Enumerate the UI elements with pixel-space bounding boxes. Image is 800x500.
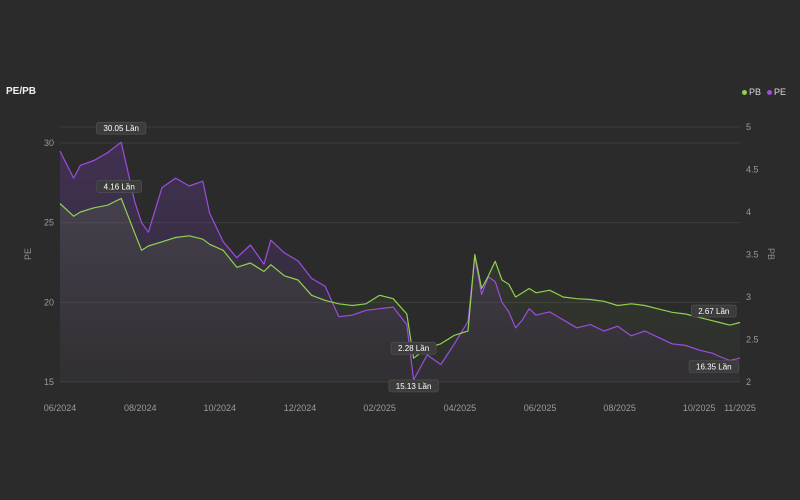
left-tick-label: 30 bbox=[44, 138, 54, 148]
legend-item-pb[interactable]: PB bbox=[741, 87, 761, 97]
x-tick-label: 10/2025 bbox=[683, 403, 716, 413]
right-tick-label: 4 bbox=[746, 207, 751, 217]
right-tick-label: 3 bbox=[746, 292, 751, 302]
legend-label-pb: PB bbox=[748, 87, 761, 97]
x-tick-label: 02/2025 bbox=[363, 403, 396, 413]
left-axis-title: PE bbox=[23, 248, 33, 260]
right-axis-title: PB bbox=[766, 248, 776, 260]
x-tick-label: 08/2024 bbox=[124, 403, 157, 413]
annotation-label: 4.16 Lần bbox=[104, 182, 135, 191]
tick-layer: 15 20 25 30 2 2.5 3 3.5 4 4.5 5 06/2024 08/2024 10/20… bbox=[44, 122, 759, 413]
right-tick-label: 2.5 bbox=[746, 335, 759, 345]
legend-item-pe[interactable]: PE bbox=[766, 87, 786, 97]
area-pb bbox=[60, 198, 740, 382]
left-tick-label: 15 bbox=[44, 377, 54, 387]
right-tick-label: 2 bbox=[746, 377, 751, 387]
annotation-label: 30.05 Lần bbox=[103, 124, 139, 133]
x-tick-label: 11/2025 bbox=[724, 403, 756, 413]
x-tick-label: 06/2024 bbox=[44, 403, 77, 413]
x-tick-label: 06/2025 bbox=[524, 403, 557, 413]
annotation-label: 2.67 Lần bbox=[698, 307, 729, 316]
legend-dot-pe bbox=[766, 89, 772, 95]
x-tick-label: 04/2025 bbox=[444, 403, 477, 413]
legend-label-pe: PE bbox=[773, 87, 786, 97]
right-tick-label: 5 bbox=[746, 122, 751, 132]
annotation-layer: 30.05 Lần 4.16 Lần 2.28 Lần 15.13 Lần 2.67 L… bbox=[96, 121, 739, 393]
right-tick-label: 3.5 bbox=[746, 250, 759, 260]
annotation-label: 15.13 Lần bbox=[396, 382, 432, 391]
left-tick-label: 20 bbox=[44, 297, 54, 307]
line-pe bbox=[59, 141, 741, 381]
left-tick-label: 25 bbox=[44, 218, 54, 228]
x-tick-label: 10/2024 bbox=[204, 403, 237, 413]
annotation-box bbox=[96, 180, 142, 193]
chart-title: PE/PB bbox=[6, 86, 37, 97]
annotation-box bbox=[96, 121, 147, 135]
legend-dot-pb bbox=[741, 89, 747, 95]
annotation-label: 2.28 Lần bbox=[398, 344, 429, 353]
annotation-box bbox=[388, 379, 439, 393]
annotation-box bbox=[691, 304, 737, 318]
x-tick-label: 08/2025 bbox=[603, 403, 636, 413]
right-tick-label: 4.5 bbox=[746, 165, 759, 175]
annotation-box bbox=[390, 341, 437, 355]
annotation-label: 16.35 Lần bbox=[696, 362, 732, 371]
chart-legend: PB PE bbox=[741, 87, 786, 97]
area-layer bbox=[60, 142, 740, 382]
x-tick-label: 12/2024 bbox=[284, 403, 317, 413]
annotation-box bbox=[688, 360, 739, 373]
